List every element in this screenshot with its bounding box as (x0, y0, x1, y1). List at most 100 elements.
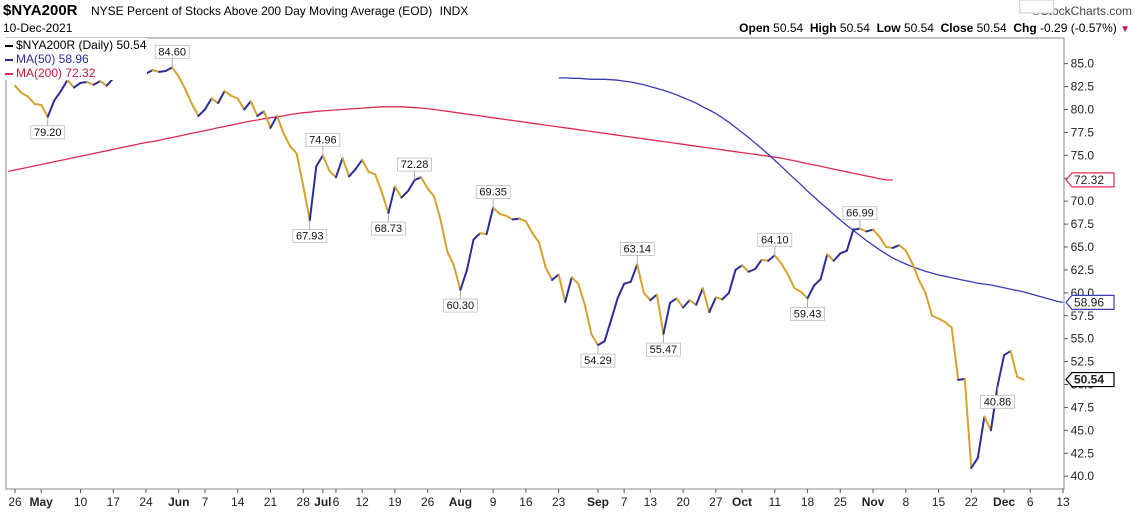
price-segment (452, 264, 462, 292)
data-label: 69.35 (475, 185, 511, 208)
data-label: 40.86 (980, 386, 1015, 409)
price-segment (92, 80, 102, 86)
x-tick-label: 10 (74, 495, 88, 509)
data-label-box (442, 298, 478, 313)
price-segment (407, 179, 416, 193)
price-segment (885, 246, 894, 249)
price-segment (839, 249, 848, 255)
price-segment (806, 284, 816, 300)
price-segment (367, 170, 377, 176)
price-segment (662, 301, 671, 336)
data-label-box (154, 44, 190, 59)
price-segment (786, 273, 796, 290)
price-segment (46, 99, 56, 118)
price-segment (616, 282, 626, 300)
x-tick-label: 7 (202, 495, 209, 509)
price-segment (714, 296, 724, 301)
last-value-tag: 58.96 (1065, 294, 1115, 310)
price-segment (551, 273, 560, 281)
close-label: Close (940, 21, 974, 35)
y-tick-label: 45.0 (1071, 423, 1095, 437)
price-segment (190, 103, 200, 117)
x-tick-label: 17 (107, 495, 121, 509)
price-segment (446, 250, 455, 267)
price-segment (59, 79, 69, 93)
price-segment (380, 191, 390, 215)
y-tick-label: 55.0 (1071, 332, 1095, 346)
price-segment (505, 214, 514, 221)
price-segment (819, 253, 829, 281)
price-segment (538, 241, 547, 269)
y-tick-label: 82.5 (1071, 80, 1095, 94)
x-tick-label: 19 (388, 495, 402, 509)
data-label: 53.65 (1019, 0, 1055, 14)
price-segment (439, 219, 449, 253)
price-segment (184, 88, 193, 105)
price-segment (426, 187, 436, 198)
price-segment (583, 303, 593, 336)
price-segment (950, 326, 960, 381)
price-segment (217, 90, 226, 105)
price-segment (675, 297, 685, 309)
data-label: 68.73 (370, 213, 406, 236)
price-segment (308, 165, 318, 222)
y-tick-label: 52.5 (1071, 355, 1095, 369)
price-segment (734, 264, 744, 271)
last-value-tag-text: 58.96 (1074, 295, 1104, 309)
last-value-tag: 72.32 (1065, 172, 1115, 188)
price-segment (472, 232, 482, 241)
price-segment (262, 110, 272, 129)
price-segment (669, 297, 678, 304)
price-segment (72, 81, 82, 89)
x-tick-label: 22 (965, 495, 979, 509)
price-segment (629, 263, 639, 283)
x-tick-label: 6 (1027, 495, 1034, 509)
price-segment (348, 168, 357, 178)
y-tick-label: 85.0 (1071, 57, 1095, 71)
price-segment (682, 299, 691, 309)
price-segment (970, 456, 979, 469)
price-segment (302, 184, 311, 222)
price-segment (27, 95, 36, 105)
last-value-tag-text: 50.54 (1074, 373, 1104, 387)
x-tick-label: Oct (732, 495, 752, 509)
price-segment (459, 268, 468, 292)
price-segment (1003, 350, 1012, 357)
price-segment (328, 169, 337, 179)
open-value: 50.54 (773, 21, 804, 35)
price-segment (610, 297, 619, 322)
last-value-tag: 50.54 (1065, 371, 1115, 388)
price-segment (1016, 375, 1025, 381)
data-label-box (790, 306, 825, 321)
price-segment (334, 157, 344, 179)
price-segment (40, 103, 49, 118)
x-tick-label: 7 (621, 495, 628, 509)
price-segment (531, 232, 540, 244)
data-label-box (757, 232, 793, 247)
price-segment (845, 228, 855, 252)
price-segment (721, 291, 730, 301)
y-tick-label: 77.5 (1071, 125, 1095, 139)
data-label-text: 53.65 (1023, 0, 1051, 3)
price-segment (570, 276, 580, 285)
last-value-tag-box (1065, 371, 1115, 388)
data-label-text: 66.99 (846, 208, 874, 220)
price-segment (636, 263, 645, 294)
price-segment (321, 154, 331, 172)
x-tick-label: Dec (993, 495, 1015, 509)
quote-summary: Open 50.54 High 50.54 Low 50.54 Close 50… (739, 21, 1130, 35)
data-label: 55.47 (646, 334, 681, 357)
x-tick-label: 23 (552, 495, 566, 509)
price-segment (524, 220, 534, 235)
data-label: 54.29 (580, 345, 616, 368)
x-tick-label: 13 (1056, 495, 1070, 509)
x-tick-label: 28 (297, 495, 311, 509)
data-label-text: 63.14 (623, 243, 651, 255)
price-segment (983, 415, 992, 432)
price-segment (793, 287, 802, 293)
price-segment (623, 280, 632, 285)
price-segment (891, 244, 901, 249)
data-label-box (842, 206, 878, 221)
data-label-text: 72.28 (401, 159, 429, 171)
